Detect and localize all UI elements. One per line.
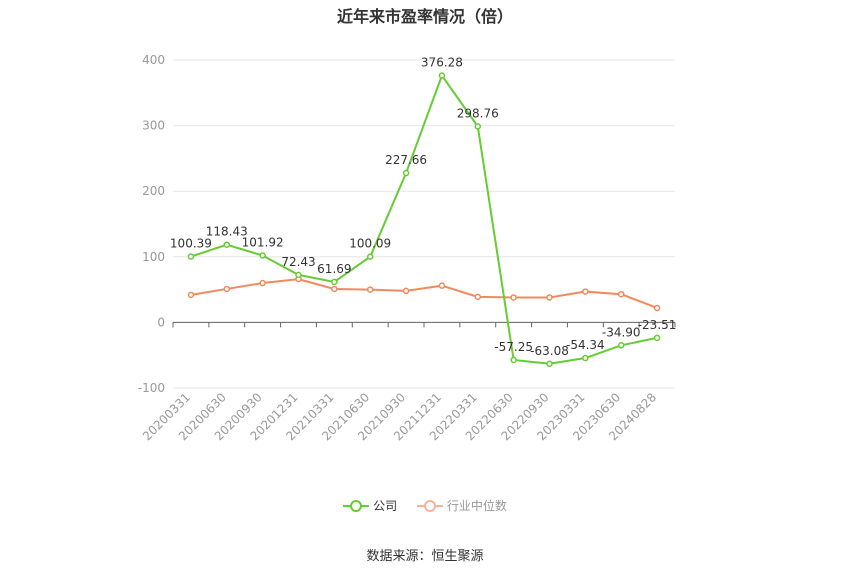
legend-industry-label: 行业中位数 <box>446 499 507 513</box>
data-label: 376.28 <box>421 56 463 70</box>
legend-company-marker <box>343 499 370 512</box>
data-point-industry <box>259 279 266 287</box>
line-chart: -100010020030040020200331202006302020093… <box>138 53 677 443</box>
data-point-company <box>295 271 302 279</box>
data-label: 227.66 <box>385 153 427 167</box>
chart-title: 近年来市盈率情况（倍） <box>336 7 513 26</box>
data-point-industry <box>617 290 625 298</box>
data-point-industry <box>653 304 661 312</box>
series-line-company <box>190 73 658 365</box>
data-point-company <box>223 241 231 248</box>
y-tick-label: -100 <box>138 381 165 395</box>
data-point-company <box>617 342 625 349</box>
data-point-industry <box>187 291 195 299</box>
data-point-company <box>474 123 482 130</box>
y-tick-label: 300 <box>142 119 165 133</box>
data-label: -57.25 <box>494 340 533 354</box>
data-label: 298.76 <box>457 106 499 120</box>
data-point-company <box>510 356 517 364</box>
data-point-company <box>259 252 266 259</box>
data-label: -23.51 <box>638 318 677 332</box>
data-label: -63.08 <box>530 344 569 358</box>
data-label: 100.39 <box>170 237 212 251</box>
data-point-industry <box>331 285 338 293</box>
legend-item-company[interactable]: 公司 <box>343 497 397 514</box>
data-label: 100.09 <box>349 237 391 251</box>
data-point-company <box>582 354 589 362</box>
data-label: 101.92 <box>242 236 284 250</box>
data-label: 118.43 <box>206 225 248 239</box>
data-point-industry <box>438 282 446 289</box>
y-tick-label: 100 <box>142 250 165 264</box>
data-point-industry <box>546 294 553 301</box>
data-source: 数据来源：恒生聚源 <box>366 549 484 564</box>
data-point-company <box>546 360 553 368</box>
data-point-industry <box>510 294 517 301</box>
y-tick-label: 200 <box>142 184 165 198</box>
data-point-industry <box>366 286 374 293</box>
data-point-company <box>653 334 661 342</box>
data-point-company <box>366 253 374 260</box>
data-label: 72.43 <box>281 255 315 269</box>
data-point-company <box>331 278 338 286</box>
data-point-industry <box>582 288 589 295</box>
data-point-company <box>187 253 195 260</box>
data-point-company <box>402 169 410 177</box>
data-point-industry <box>474 293 482 301</box>
legend-industry-marker <box>416 499 443 512</box>
legend-item-industry[interactable]: 行业中位数 <box>416 497 507 514</box>
data-label: -54.34 <box>566 338 605 352</box>
legend-company-label: 公司 <box>373 499 398 513</box>
data-point-industry <box>402 287 410 295</box>
data-point-industry <box>223 285 231 293</box>
legend: 公司 行业中位数 <box>0 497 850 516</box>
y-tick-label: 0 <box>157 315 165 329</box>
data-label: -34.90 <box>602 325 641 339</box>
y-tick-label: 400 <box>142 53 165 67</box>
series-line-industry <box>190 278 658 309</box>
data-label: 61.69 <box>317 262 351 276</box>
data-point-company <box>438 72 446 79</box>
